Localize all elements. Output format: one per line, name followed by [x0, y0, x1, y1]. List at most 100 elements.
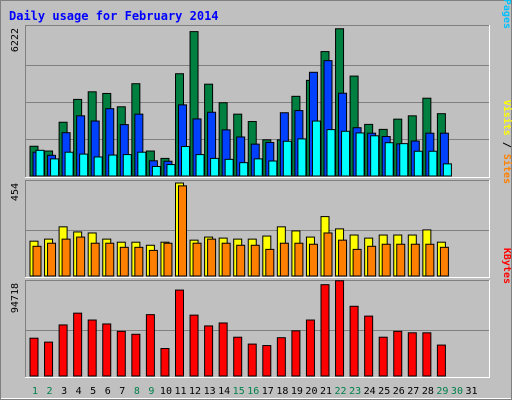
bar-pages-day-26: [399, 143, 409, 177]
bar-kbytes-day-7: [116, 330, 126, 377]
bar-pages-day-7: [122, 154, 132, 177]
bar-sites-day-22: [338, 239, 348, 277]
day-label-28: 28: [422, 386, 434, 397]
bar-sites-day-4: [76, 236, 86, 277]
bar-kbytes-day-21: [320, 284, 330, 377]
bar-pages-day-5: [93, 156, 103, 177]
chart-panels: 6222 Hits / Files / Pages 454 Visits / Site…: [10, 0, 512, 378]
bar-kbytes-day-27: [407, 332, 417, 377]
bar-pages-day-25: [384, 142, 394, 177]
day-label-25: 25: [378, 386, 390, 397]
bar-pages-day-29: [442, 163, 452, 177]
bar-sites-day-6: [105, 242, 115, 277]
day-label-29: 29: [436, 386, 448, 397]
day-label-31: 31: [465, 386, 477, 397]
bar-kbytes-day-19: [291, 330, 301, 377]
bar-pages-day-17: [268, 160, 278, 177]
legend-entry-visits: Visits: [501, 100, 512, 136]
bar-sites-day-20: [308, 243, 318, 277]
legend-entry-pages: Pages: [501, 0, 512, 29]
bar-sites-day-19: [294, 242, 304, 277]
bar-sites-day-8: [134, 246, 144, 277]
bar-sites-day-25: [381, 243, 391, 277]
legend-text: Hits / Files / Pages: [501, 0, 512, 29]
day-label-7: 7: [119, 386, 125, 397]
bar-kbytes-day-12: [189, 314, 199, 377]
day-label-4: 4: [76, 386, 82, 397]
bar-pages-day-6: [108, 154, 118, 177]
bar-kbytes-day-24: [364, 315, 374, 377]
legend-text: Visits / Sites: [501, 100, 512, 184]
bar-pages-day-12: [195, 154, 205, 177]
day-label-18: 18: [276, 386, 288, 397]
bar-pages-day-22: [341, 130, 351, 177]
day-label-12: 12: [189, 386, 201, 397]
day-label-27: 27: [407, 386, 419, 397]
day-label-2: 2: [47, 386, 53, 397]
bar-sites-day-24: [367, 245, 377, 277]
bar-pages-day-18: [282, 140, 292, 177]
day-label-10: 10: [160, 386, 172, 397]
bar-kbytes-day-18: [276, 337, 286, 377]
day-label-20: 20: [305, 386, 317, 397]
day-label-23: 23: [349, 386, 361, 397]
bar-kbytes-day-25: [378, 336, 388, 377]
bar-sites-day-27: [410, 243, 420, 277]
bar-kbytes-day-29: [436, 344, 446, 377]
day-label-13: 13: [204, 386, 216, 397]
bar-kbytes-day-2: [44, 341, 54, 377]
bar-pages-day-10: [166, 164, 176, 177]
bar-kbytes-day-10: [160, 348, 170, 377]
bar-sites-day-29: [439, 246, 449, 277]
bar-pages-day-1: [35, 149, 45, 177]
bar-kbytes-day-5: [87, 319, 97, 377]
day-axis: 1 2 3 4 5 6 7 8 9 10 11 12 13 14 15 16 17 18 19 20 21 22 23 24 2…: [32, 386, 478, 397]
legend-separator: /: [501, 136, 512, 154]
bar-sites-day-26: [396, 243, 406, 277]
bar-sites-day-23: [352, 248, 362, 277]
bar-kbytes-day-28: [422, 332, 432, 377]
chart-title: Daily usage for February 2014: [9, 9, 219, 23]
bar-sites-day-11: [178, 185, 187, 277]
panel-kbytes: 94718 KBytes: [10, 248, 512, 378]
bar-kbytes-day-13: [204, 325, 214, 377]
bar-pages-day-11: [181, 146, 190, 177]
bar-sites-day-18: [279, 242, 289, 277]
bar-sites-day-17: [265, 248, 275, 277]
bar-pages-day-2: [50, 158, 60, 177]
bar-kbytes-day-17: [262, 345, 272, 377]
day-label-15: 15: [233, 386, 245, 397]
bar-pages-day-19: [297, 138, 307, 177]
y-max-label: 6222: [10, 28, 21, 52]
day-label-14: 14: [218, 386, 230, 397]
bar-kbytes-day-6: [102, 323, 112, 377]
day-label-6: 6: [105, 386, 111, 397]
legend-entry-sites: Sites: [501, 154, 512, 184]
bar-sites-day-16: [250, 244, 260, 277]
day-label-30: 30: [451, 386, 463, 397]
bar-pages-day-23: [355, 132, 365, 177]
bar-sites-day-1: [32, 245, 42, 277]
bar-sites-day-7: [119, 246, 129, 277]
day-label-9: 9: [148, 386, 154, 397]
day-label-1: 1: [32, 386, 38, 397]
bar-pages-day-14: [224, 158, 234, 177]
bar-pages-day-28: [428, 150, 438, 177]
bar-sites-day-5: [90, 242, 100, 277]
legend-entry-kbytes: KBytes: [501, 248, 512, 284]
bar-pages-day-13: [210, 157, 220, 177]
bar-kbytes-day-16: [247, 343, 257, 377]
day-label-19: 19: [291, 386, 303, 397]
bar-kbytes-day-15: [233, 336, 243, 377]
bar-pages-day-3: [64, 151, 74, 177]
y-max-label: 94718: [10, 283, 21, 313]
day-label-16: 16: [247, 386, 259, 397]
bar-pages-day-24: [370, 135, 380, 177]
legend-text: KBytes: [501, 248, 512, 284]
bar-sites-day-21: [323, 232, 333, 277]
bar-kbytes-day-26: [393, 330, 403, 377]
panel-hits-files-pages: 6222 Hits / Files / Pages: [10, 0, 512, 178]
bar-kbytes-day-22: [335, 280, 345, 377]
bar-sites-day-28: [425, 243, 435, 277]
